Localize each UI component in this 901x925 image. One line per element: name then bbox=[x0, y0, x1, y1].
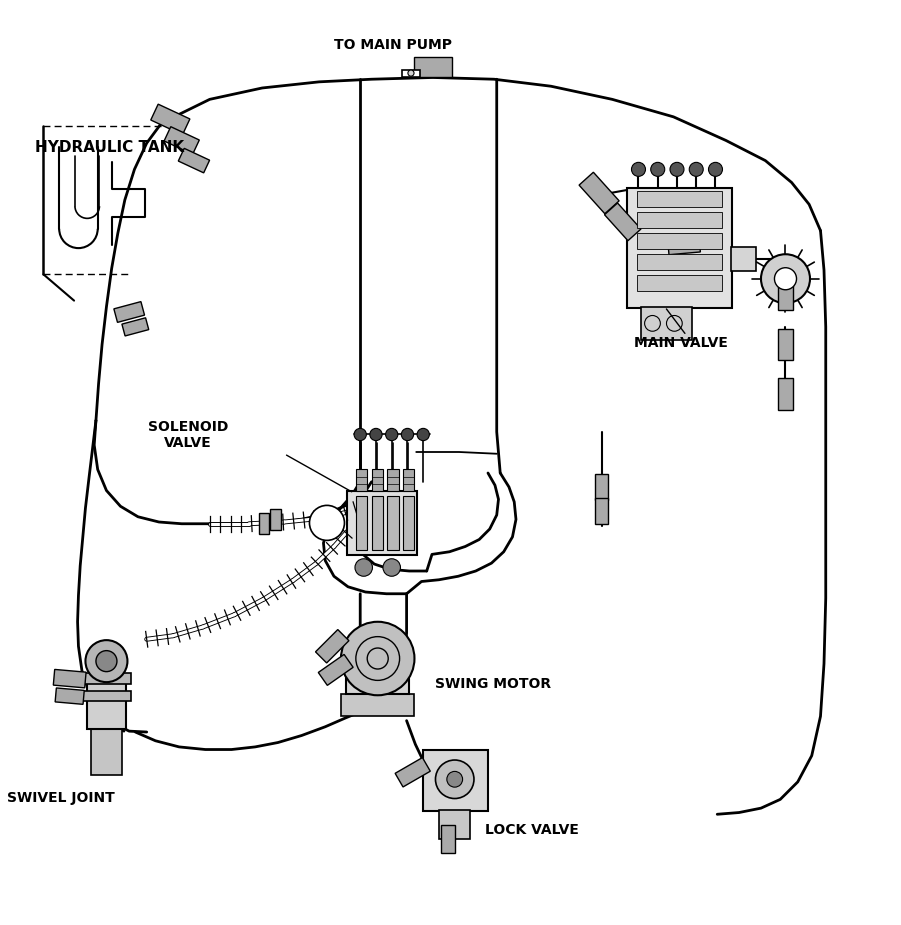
Bar bbox=[91, 730, 123, 775]
Bar bbox=[371, 469, 383, 491]
Bar bbox=[403, 469, 414, 491]
Polygon shape bbox=[150, 105, 190, 135]
Circle shape bbox=[447, 771, 462, 787]
Bar bbox=[356, 469, 368, 491]
Bar bbox=[341, 695, 414, 716]
Polygon shape bbox=[579, 172, 619, 214]
Polygon shape bbox=[596, 474, 608, 500]
Circle shape bbox=[435, 760, 474, 798]
Bar bbox=[637, 276, 723, 291]
Circle shape bbox=[355, 559, 372, 576]
Polygon shape bbox=[441, 825, 455, 853]
Bar bbox=[387, 496, 399, 550]
Polygon shape bbox=[318, 654, 353, 685]
Bar bbox=[87, 675, 126, 730]
Polygon shape bbox=[668, 236, 700, 254]
Polygon shape bbox=[178, 148, 210, 173]
Circle shape bbox=[632, 163, 645, 177]
Circle shape bbox=[309, 505, 344, 540]
Polygon shape bbox=[778, 278, 794, 310]
Polygon shape bbox=[122, 318, 149, 336]
Bar bbox=[356, 496, 368, 550]
Bar bbox=[637, 191, 723, 207]
Polygon shape bbox=[53, 670, 86, 688]
Bar bbox=[439, 810, 470, 839]
Circle shape bbox=[383, 559, 400, 576]
Circle shape bbox=[369, 428, 382, 440]
Bar bbox=[403, 496, 414, 550]
Circle shape bbox=[670, 163, 684, 177]
Circle shape bbox=[651, 163, 665, 177]
Polygon shape bbox=[259, 513, 269, 535]
Polygon shape bbox=[270, 509, 280, 530]
Circle shape bbox=[96, 650, 117, 672]
Text: SOLENOID
VALVE: SOLENOID VALVE bbox=[148, 420, 228, 450]
Circle shape bbox=[775, 267, 796, 290]
FancyBboxPatch shape bbox=[347, 490, 417, 555]
Polygon shape bbox=[414, 57, 452, 77]
Circle shape bbox=[86, 640, 127, 682]
Bar bbox=[346, 642, 409, 695]
Text: MAIN VALVE: MAIN VALVE bbox=[634, 336, 728, 350]
Text: LOCK VALVE: LOCK VALVE bbox=[486, 822, 579, 836]
Bar bbox=[637, 212, 723, 228]
Polygon shape bbox=[55, 688, 85, 704]
Circle shape bbox=[408, 70, 414, 76]
Polygon shape bbox=[605, 203, 641, 240]
Circle shape bbox=[401, 428, 414, 440]
Polygon shape bbox=[315, 630, 349, 663]
Circle shape bbox=[341, 622, 414, 696]
Circle shape bbox=[354, 428, 367, 440]
Text: SWIVEL JOINT: SWIVEL JOINT bbox=[7, 791, 114, 805]
Polygon shape bbox=[164, 127, 199, 154]
Bar bbox=[82, 673, 131, 684]
Bar bbox=[732, 247, 756, 271]
Text: SWING MOTOR: SWING MOTOR bbox=[435, 677, 551, 691]
Polygon shape bbox=[114, 302, 144, 323]
Bar bbox=[82, 691, 131, 701]
Polygon shape bbox=[778, 328, 794, 360]
FancyBboxPatch shape bbox=[627, 188, 733, 308]
Polygon shape bbox=[596, 498, 608, 524]
Bar bbox=[642, 307, 692, 340]
Polygon shape bbox=[778, 378, 794, 410]
Bar bbox=[371, 496, 383, 550]
Circle shape bbox=[689, 163, 704, 177]
Circle shape bbox=[708, 163, 723, 177]
Circle shape bbox=[417, 428, 430, 440]
Bar bbox=[637, 254, 723, 270]
Circle shape bbox=[761, 254, 810, 303]
Circle shape bbox=[386, 428, 398, 440]
Polygon shape bbox=[396, 758, 431, 787]
Text: HYDRAULIC TANK: HYDRAULIC TANK bbox=[35, 140, 184, 154]
Text: TO MAIN PUMP: TO MAIN PUMP bbox=[334, 39, 452, 53]
Polygon shape bbox=[402, 69, 420, 77]
FancyBboxPatch shape bbox=[423, 749, 488, 811]
Bar bbox=[637, 233, 723, 249]
Bar bbox=[387, 469, 399, 491]
